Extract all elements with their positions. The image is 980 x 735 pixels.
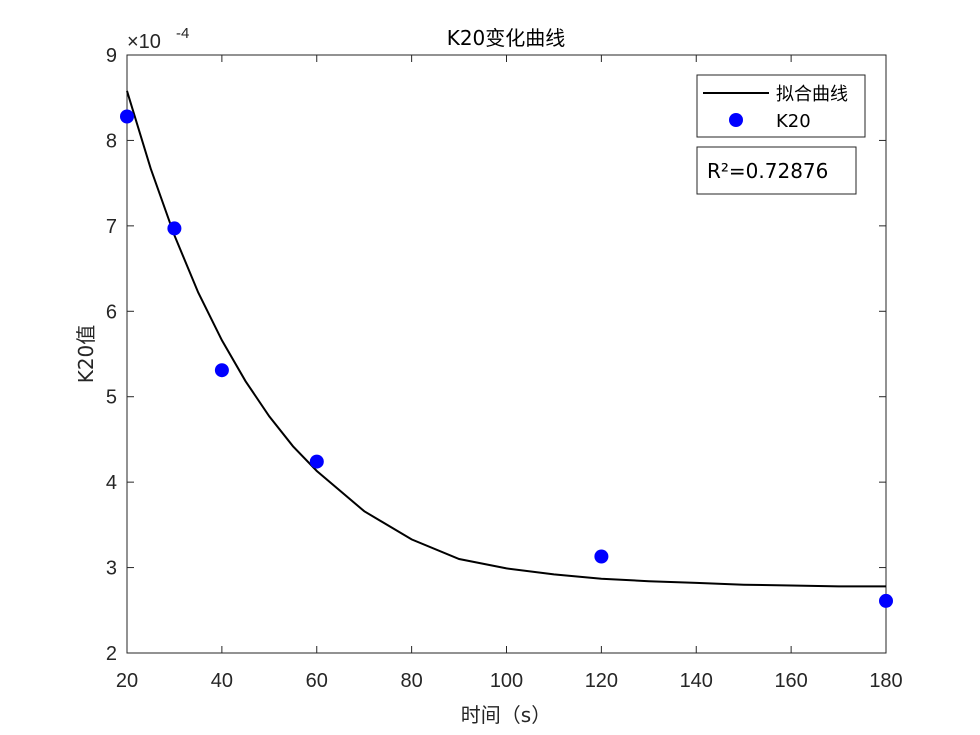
k20-data-point <box>214 363 229 378</box>
legend: 拟合曲线 K20 <box>696 74 866 138</box>
x-tick-label: 20 <box>116 670 138 692</box>
k20-data-point <box>167 221 182 236</box>
y-tick-label: 4 <box>106 472 117 494</box>
x-tick-label: 40 <box>211 670 233 692</box>
legend-label-k20: K20 <box>776 111 811 132</box>
x-tick-label: 120 <box>585 670 618 692</box>
x-tick-label: 160 <box>774 670 807 692</box>
y-tick-label: 5 <box>106 387 117 409</box>
plot-area <box>126 54 887 654</box>
y-exponent-base: ×10 <box>127 31 161 53</box>
fit-curve-line <box>126 90 886 588</box>
y-tick-label: 8 <box>106 130 117 152</box>
legend-box <box>696 74 866 138</box>
y-axis-label: K20值 <box>74 325 98 384</box>
k20-data-point <box>309 454 324 469</box>
series-layer <box>120 90 893 608</box>
k20-data-point <box>120 109 134 124</box>
y-tick-label: 9 <box>106 45 117 67</box>
y-tick-label: 2 <box>106 643 117 665</box>
x-tick-label: 180 <box>869 670 902 692</box>
x-tick-label: 100 <box>490 670 523 692</box>
chart-title: K20变化曲线 <box>447 26 566 50</box>
legend-marker-swatch <box>729 113 743 127</box>
y-tick-label: 6 <box>106 301 117 323</box>
x-axis: 20 40 60 80 100 120 140 160 180 <box>116 55 903 692</box>
y-tick-label: 7 <box>106 216 117 238</box>
y-tick-label: 3 <box>106 558 117 580</box>
y-exponent-power: -4 <box>176 25 189 42</box>
annotation-box <box>696 146 857 195</box>
x-tick-label: 140 <box>680 670 713 692</box>
x-axis-label: 时间（s） <box>461 703 551 727</box>
y-axis: 2 3 4 5 6 7 8 9 <box>106 45 886 665</box>
x-tick-label: 80 <box>401 670 423 692</box>
annotation-text: R²=0.72876 <box>707 159 828 183</box>
legend-label-fit: 拟合曲线 <box>776 84 848 105</box>
k20-data-point <box>879 593 893 608</box>
x-tick-label: 60 <box>306 670 328 692</box>
r-squared-annotation: R²=0.72876 <box>696 146 857 195</box>
k20-data-point <box>594 549 609 564</box>
